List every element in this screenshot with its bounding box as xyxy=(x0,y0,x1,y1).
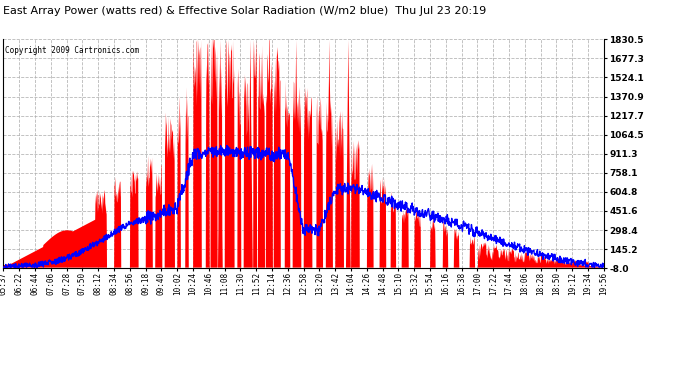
Text: Copyright 2009 Cartronics.com: Copyright 2009 Cartronics.com xyxy=(5,46,139,55)
Text: East Array Power (watts red) & Effective Solar Radiation (W/m2 blue)  Thu Jul 23: East Array Power (watts red) & Effective… xyxy=(3,6,486,16)
